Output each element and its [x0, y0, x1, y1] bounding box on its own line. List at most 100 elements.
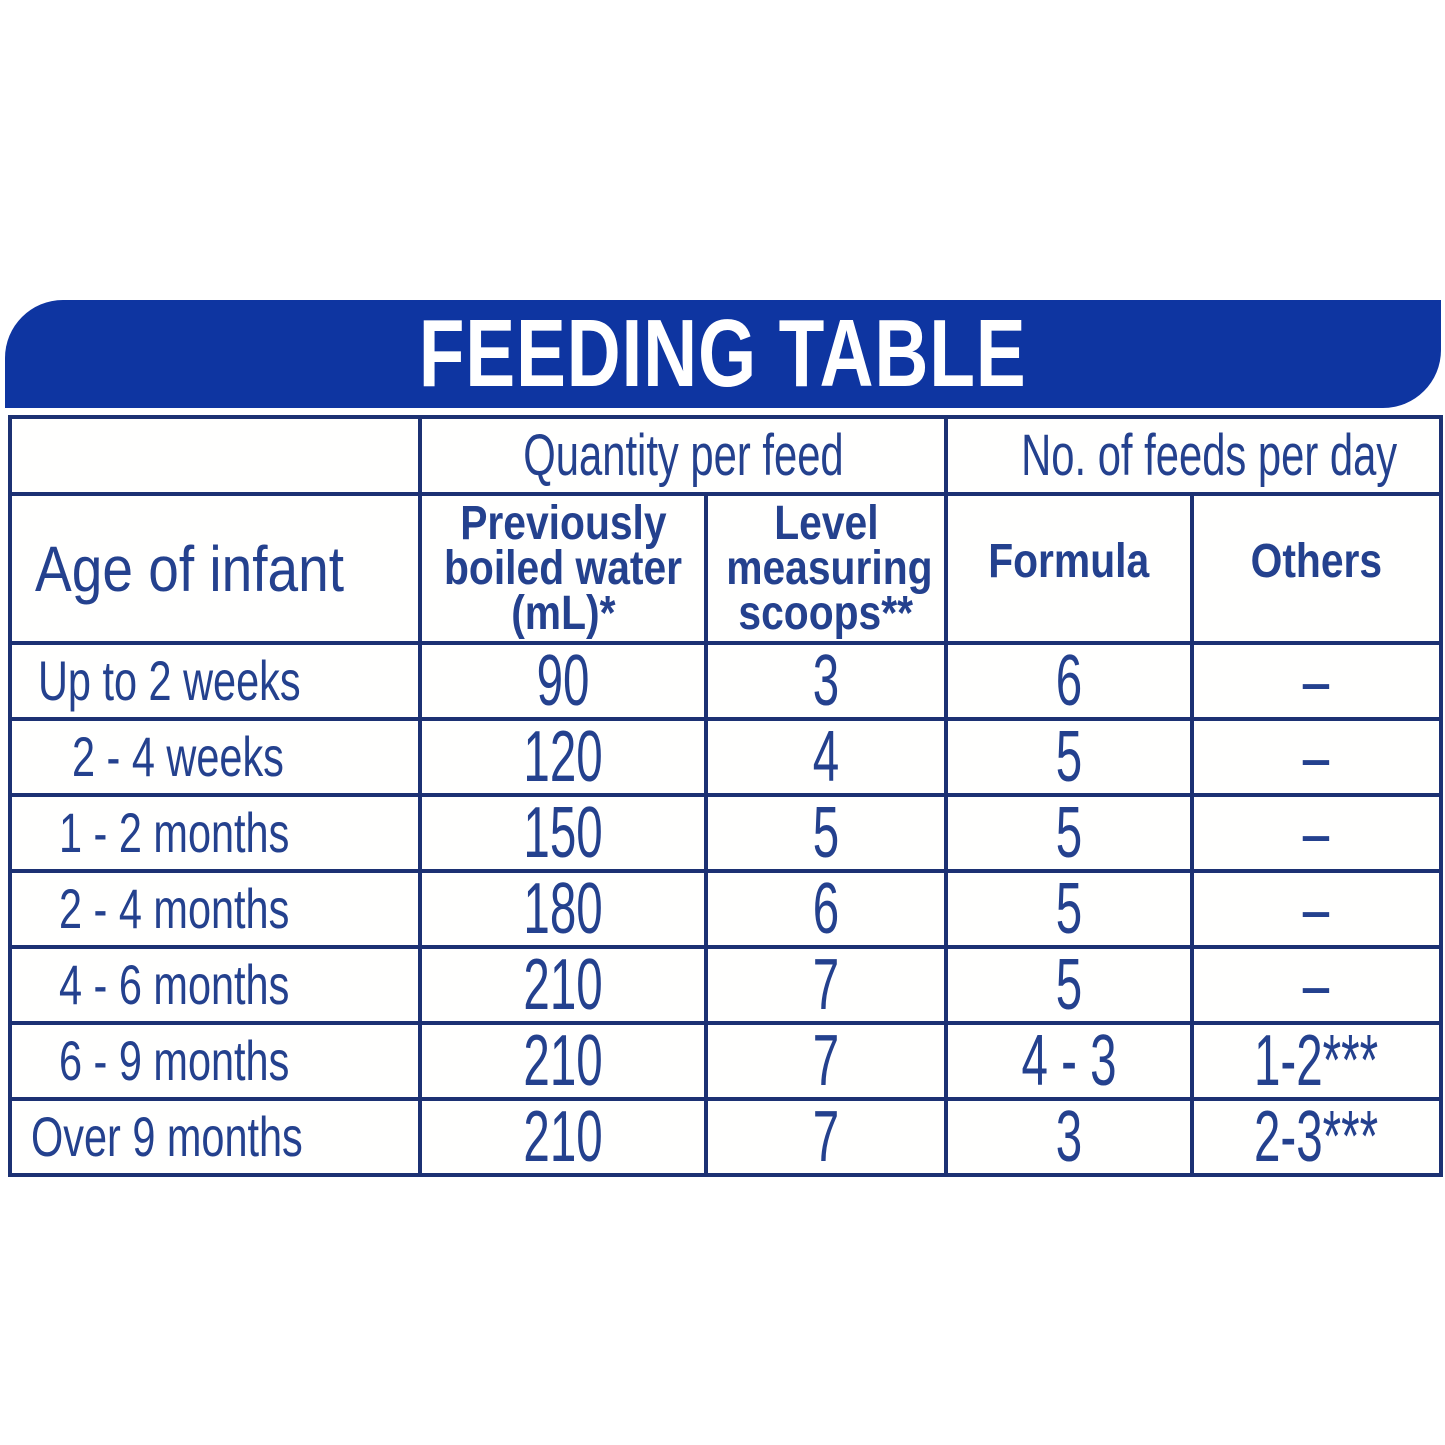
empty-corner-cell	[8, 415, 422, 496]
age-value: 6 - 9 months	[59, 1029, 290, 1092]
age-value: 1 - 2 months	[59, 801, 290, 864]
formula-cell: 4 - 3	[944, 1021, 1195, 1101]
water-value: 150	[523, 795, 603, 871]
others-cell: –	[1190, 717, 1444, 797]
scoops-line2: measuring	[726, 541, 933, 595]
water-cell: 210	[418, 945, 708, 1025]
age-cell: 1 - 2 months	[8, 793, 422, 873]
formula-label: Formula	[988, 534, 1150, 588]
scoops-value: 6	[812, 871, 840, 947]
water-value: 210	[523, 947, 603, 1023]
feeding-table-banner: FEEDING TABLE	[5, 300, 1441, 408]
age-cell: 2 - 4 weeks	[8, 717, 422, 797]
age-of-infant-header-cell: Age of infant	[8, 492, 422, 645]
formula-cell: 5	[944, 869, 1195, 949]
scoops-cell: 6	[703, 869, 949, 949]
water-cell: 210	[418, 1097, 708, 1177]
boiled-water-header-cell: Previously boiled water (mL)*	[418, 492, 708, 645]
table-row: Up to 2 weeks 90 3 6 –	[8, 641, 1444, 721]
table-row: 2 - 4 months 180 6 5 –	[8, 869, 1444, 949]
formula-cell: 5	[944, 717, 1195, 797]
others-label: Others	[1250, 534, 1383, 588]
others-cell: –	[1190, 869, 1444, 949]
table-row: 4 - 6 months 210 7 5 –	[8, 945, 1444, 1025]
water-cell: 120	[418, 717, 708, 797]
others-header-cell: Others	[1190, 492, 1444, 645]
formula-value: 4 - 3	[1021, 1023, 1117, 1099]
scoops-value: 3	[812, 643, 840, 719]
formula-header-cell: Formula	[944, 492, 1195, 645]
scoops-value: 7	[812, 1099, 840, 1175]
water-cell: 210	[418, 1021, 708, 1101]
column-header-row: Age of infant Previously boiled water (m…	[8, 492, 1444, 645]
boiled-water-line1: Previously	[459, 496, 667, 550]
formula-value: 3	[1055, 1099, 1083, 1175]
scoops-line1: Level	[773, 496, 879, 550]
boiled-water-line3: (mL)*	[510, 587, 616, 641]
others-value: 1-2***	[1254, 1023, 1379, 1099]
formula-cell: 6	[944, 641, 1195, 721]
feeds-per-day-group-cell: No. of feeds per day	[944, 415, 1444, 496]
others-value: –	[1303, 795, 1330, 871]
water-value: 180	[523, 871, 603, 947]
formula-cell: 5	[944, 793, 1195, 873]
table-row: 2 - 4 weeks 120 4 5 –	[8, 717, 1444, 797]
feeding-table: Quantity per feed No. of feeds per day A…	[8, 415, 1444, 1177]
measuring-scoops-header-cell: Level measuring scoops**	[703, 492, 949, 645]
age-cell: Over 9 months	[8, 1097, 422, 1177]
others-cell: –	[1190, 945, 1444, 1025]
formula-value: 5	[1055, 795, 1083, 871]
water-value: 210	[523, 1099, 603, 1175]
formula-value: 5	[1055, 871, 1083, 947]
scoops-cell: 7	[703, 945, 949, 1025]
formula-value: 5	[1055, 719, 1083, 795]
banner-title: FEEDING TABLE	[419, 300, 1027, 407]
feeds-per-day-label: No. of feeds per day	[1021, 422, 1398, 488]
water-value: 120	[523, 719, 603, 795]
scoops-value: 4	[812, 719, 840, 795]
others-cell: 2-3***	[1190, 1097, 1444, 1177]
age-value: Over 9 months	[31, 1105, 304, 1168]
group-header-row: Quantity per feed No. of feeds per day	[8, 415, 1444, 496]
water-cell: 180	[418, 869, 708, 949]
scoops-cell: 7	[703, 1021, 949, 1101]
formula-value: 6	[1055, 643, 1083, 719]
others-value: 2-3***	[1254, 1099, 1379, 1175]
others-value: –	[1303, 947, 1330, 1023]
scoops-value: 7	[812, 947, 840, 1023]
scoops-value: 7	[812, 1023, 840, 1099]
quantity-per-feed-label: Quantity per feed	[522, 422, 844, 488]
others-cell: –	[1190, 641, 1444, 721]
others-cell: –	[1190, 793, 1444, 873]
age-cell: 6 - 9 months	[8, 1021, 422, 1101]
others-cell: 1-2***	[1190, 1021, 1444, 1101]
boiled-water-line2: boiled water	[443, 541, 683, 595]
age-cell: Up to 2 weeks	[8, 641, 422, 721]
scoops-value: 5	[812, 795, 840, 871]
scoops-cell: 7	[703, 1097, 949, 1177]
water-cell: 90	[418, 641, 708, 721]
table-row: Over 9 months 210 7 3 2-3***	[8, 1097, 1444, 1177]
formula-cell: 3	[944, 1097, 1195, 1177]
quantity-per-feed-group-cell: Quantity per feed	[417, 415, 949, 496]
water-value: 90	[536, 643, 590, 719]
others-value: –	[1303, 871, 1330, 947]
age-of-infant-label: Age of infant	[35, 532, 345, 605]
age-cell: 2 - 4 months	[8, 869, 422, 949]
table-row: 6 - 9 months 210 7 4 - 3 1-2***	[8, 1021, 1444, 1101]
age-cell: 4 - 6 months	[8, 945, 422, 1025]
water-cell: 150	[418, 793, 708, 873]
others-value: –	[1303, 643, 1330, 719]
formula-cell: 5	[944, 945, 1195, 1025]
formula-value: 5	[1055, 947, 1083, 1023]
water-value: 210	[523, 1023, 603, 1099]
scoops-cell: 4	[703, 717, 949, 797]
age-value: 2 - 4 weeks	[71, 725, 284, 788]
scoops-cell: 5	[703, 793, 949, 873]
scoops-cell: 3	[703, 641, 949, 721]
others-value: –	[1303, 719, 1330, 795]
age-value: 2 - 4 months	[59, 877, 290, 940]
table-row: 1 - 2 months 150 5 5 –	[8, 793, 1444, 873]
age-value: Up to 2 weeks	[37, 649, 301, 712]
